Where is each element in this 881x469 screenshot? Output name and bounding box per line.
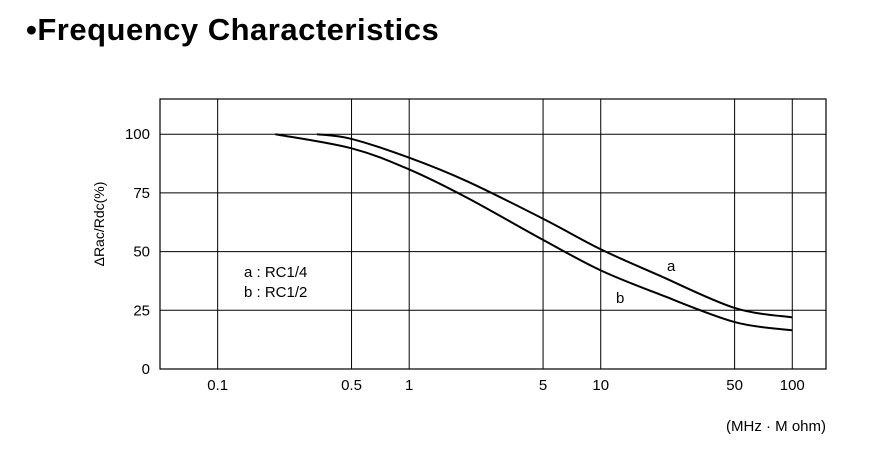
y-tick-label: 0 xyxy=(142,361,150,378)
legend-item-b: b : RC1/2 xyxy=(244,284,307,301)
x-tick-label: 0.5 xyxy=(341,377,362,394)
series-lines xyxy=(275,133,793,332)
x-axis-label: (MHz · M ohm) xyxy=(726,418,826,435)
series-label-a: a xyxy=(667,258,676,275)
y-tick-label: 100 xyxy=(125,126,150,143)
page-title: •Frequency Characteristics xyxy=(26,12,440,47)
x-tick-label: 5 xyxy=(539,377,547,394)
plot-frame xyxy=(159,98,827,370)
y-axis-label: ΔRac/Rdc(%) xyxy=(91,182,107,267)
y-tick-labels: 0 25 50 75 100 xyxy=(125,126,150,378)
y-tick-label: 25 xyxy=(133,302,150,319)
x-tick-label: 0.1 xyxy=(207,377,228,394)
x-tick-label: 50 xyxy=(726,377,743,394)
x-tick-label: 10 xyxy=(592,377,609,394)
x-tick-label: 1 xyxy=(405,377,413,394)
x-tick-labels: 0.1 0.5 1 5 10 50 100 xyxy=(207,377,805,394)
grid-lines xyxy=(160,99,826,369)
y-tick-label: 75 xyxy=(133,185,150,202)
series-label-b: b xyxy=(616,290,624,307)
x-tick-label: 100 xyxy=(780,377,805,394)
series-line-a xyxy=(316,133,793,319)
series-line-b xyxy=(275,133,793,332)
y-tick-label: 50 xyxy=(133,244,150,261)
legend-item-a: a : RC1/4 xyxy=(244,264,307,281)
